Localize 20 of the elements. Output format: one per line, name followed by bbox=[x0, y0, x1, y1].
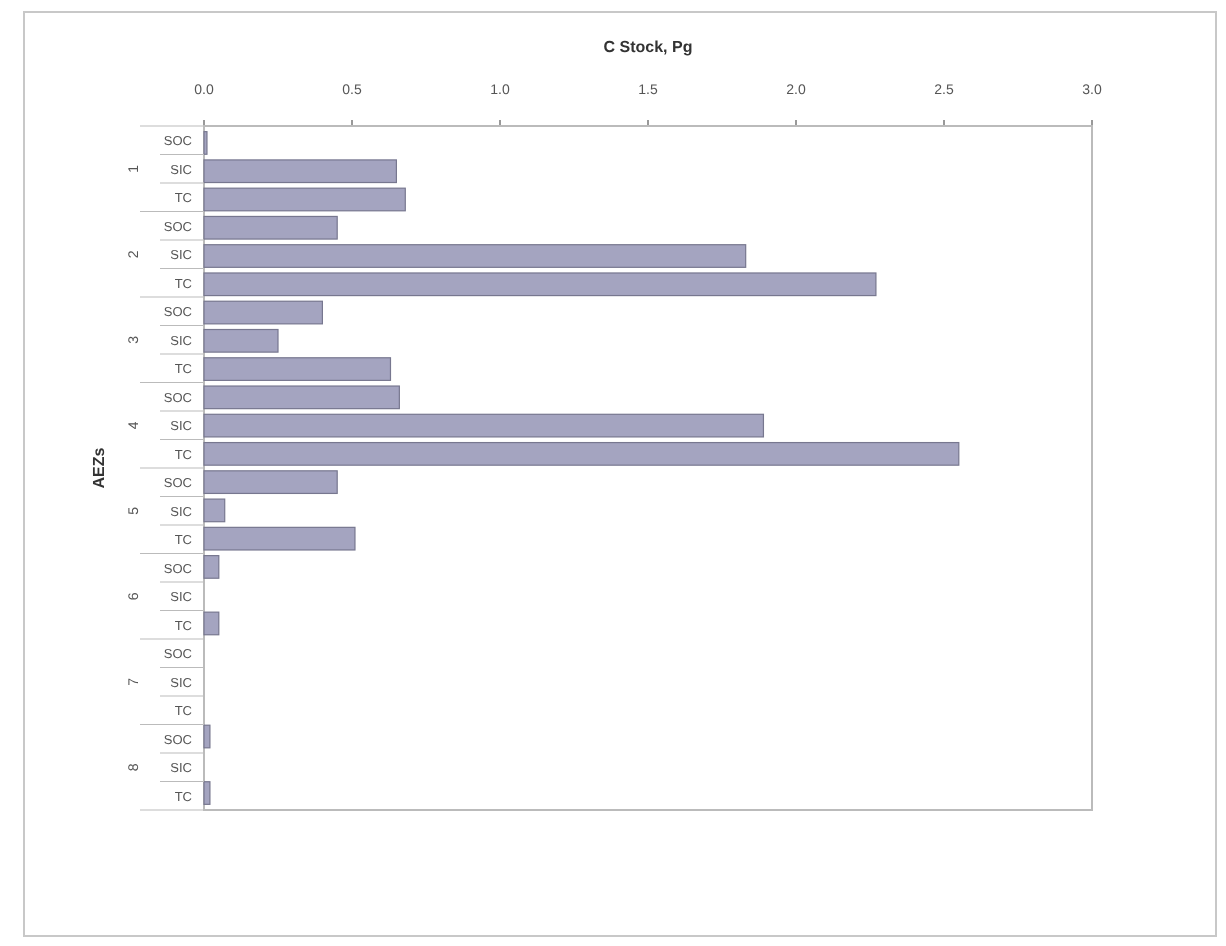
bar bbox=[203, 187, 406, 212]
bar bbox=[203, 611, 220, 636]
bar bbox=[203, 441, 960, 466]
bar bbox=[203, 498, 226, 523]
bar bbox=[203, 781, 211, 805]
y-axis-title: AEZs bbox=[90, 446, 108, 489]
chart-title: C Stock, Pg bbox=[603, 38, 693, 56]
bar bbox=[203, 328, 279, 353]
bar bbox=[203, 159, 397, 184]
bar bbox=[203, 244, 747, 268]
bar bbox=[203, 724, 211, 749]
bar bbox=[203, 272, 877, 297]
bar bbox=[203, 357, 392, 381]
bar bbox=[203, 413, 765, 438]
bar bbox=[203, 555, 220, 579]
bar bbox=[203, 300, 323, 325]
bar bbox=[203, 470, 338, 495]
bar bbox=[203, 526, 356, 551]
bar bbox=[203, 215, 338, 240]
bar bbox=[203, 385, 400, 410]
